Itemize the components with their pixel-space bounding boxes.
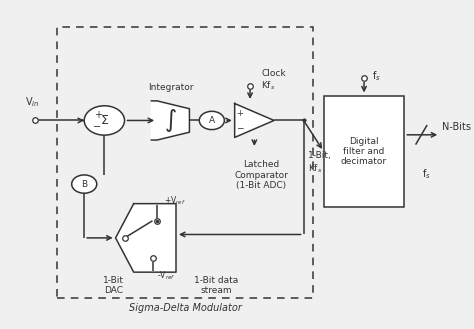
Text: Clock
Kf$_s$: Clock Kf$_s$ bbox=[261, 69, 286, 92]
Text: 1-Bit,
Kf$_s$: 1-Bit, Kf$_s$ bbox=[308, 151, 332, 174]
Polygon shape bbox=[116, 204, 176, 272]
Text: 1-Bit
DAC: 1-Bit DAC bbox=[103, 275, 124, 295]
Text: +: + bbox=[237, 109, 244, 118]
Bar bbox=[57, 28, 312, 298]
Text: A: A bbox=[209, 116, 215, 125]
Text: B: B bbox=[81, 180, 87, 189]
Text: V$_{in}$: V$_{in}$ bbox=[26, 96, 40, 110]
Text: $\int$: $\int$ bbox=[164, 107, 177, 134]
Polygon shape bbox=[151, 101, 190, 140]
Text: 1-Bit data
stream: 1-Bit data stream bbox=[194, 275, 238, 295]
Circle shape bbox=[84, 106, 125, 135]
Circle shape bbox=[199, 111, 224, 130]
Polygon shape bbox=[235, 104, 274, 138]
Text: +: + bbox=[94, 110, 102, 120]
Text: Integrator: Integrator bbox=[148, 83, 193, 92]
Text: Σ: Σ bbox=[100, 114, 108, 127]
Text: N-Bits: N-Bits bbox=[442, 121, 472, 132]
Circle shape bbox=[72, 175, 97, 193]
Text: −: − bbox=[93, 122, 101, 132]
Text: f$_s$: f$_s$ bbox=[372, 69, 381, 83]
Text: +V$_{ref}$: +V$_{ref}$ bbox=[164, 195, 185, 207]
Text: Sigma-Delta Modulator: Sigma-Delta Modulator bbox=[128, 303, 241, 313]
Text: −: − bbox=[236, 123, 244, 132]
Text: Digital
filter and
decimator: Digital filter and decimator bbox=[341, 137, 387, 166]
Bar bbox=[324, 96, 404, 207]
Text: Latched
Comparator
(1-Bit ADC): Latched Comparator (1-Bit ADC) bbox=[234, 160, 288, 190]
Text: -V$_{ref}$: -V$_{ref}$ bbox=[157, 270, 175, 282]
Text: f$_s$: f$_s$ bbox=[422, 167, 431, 181]
